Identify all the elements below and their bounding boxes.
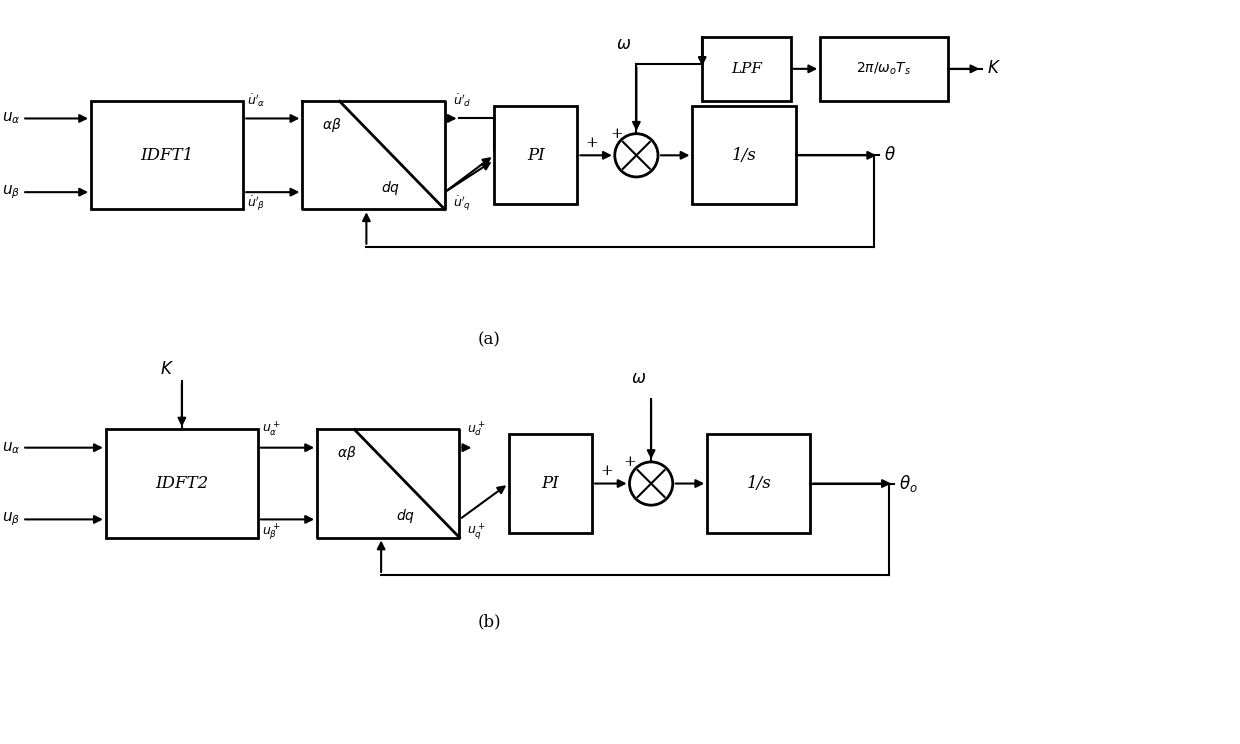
Text: $K$: $K$ <box>987 60 1001 77</box>
Text: $\alpha\beta$: $\alpha\beta$ <box>337 444 356 462</box>
Text: $u^+_d$: $u^+_d$ <box>467 419 486 437</box>
Text: +: + <box>624 455 636 469</box>
Bar <box>508 434 593 533</box>
Text: $\theta$: $\theta$ <box>884 147 895 164</box>
Text: $\dot{u}'_q$: $\dot{u}'_q$ <box>453 194 471 213</box>
Text: PI: PI <box>527 147 544 164</box>
Bar <box>707 434 810 533</box>
Text: IDFT1: IDFT1 <box>140 147 193 164</box>
Text: $dq$: $dq$ <box>396 507 415 525</box>
Text: $\alpha\beta$: $\alpha\beta$ <box>322 116 341 134</box>
Text: $u^+_q$: $u^+_q$ <box>467 522 486 542</box>
Text: $\dot{u}'_\beta$: $\dot{u}'_\beta$ <box>247 194 265 213</box>
Text: +: + <box>585 135 598 150</box>
Bar <box>494 106 578 205</box>
Circle shape <box>630 462 673 505</box>
Circle shape <box>615 134 658 177</box>
Bar <box>702 37 791 100</box>
Text: 1/s: 1/s <box>746 475 771 492</box>
Text: $\dot{u}'_\alpha$: $\dot{u}'_\alpha$ <box>247 92 265 109</box>
Text: $\omega$: $\omega$ <box>631 370 646 387</box>
Text: IDFT2: IDFT2 <box>155 475 208 492</box>
Text: (a): (a) <box>477 331 501 348</box>
Bar <box>820 37 947 100</box>
Text: $u_\beta$: $u_\beta$ <box>2 510 20 528</box>
Text: $u^+_\beta$: $u^+_\beta$ <box>262 522 280 542</box>
Bar <box>105 429 258 538</box>
Text: $u_\alpha$: $u_\alpha$ <box>1 440 20 455</box>
Text: $2\pi/\omega_o T_s$: $2\pi/\omega_o T_s$ <box>857 61 911 77</box>
Text: 1/s: 1/s <box>732 147 756 164</box>
Text: $u_\alpha$: $u_\alpha$ <box>1 111 20 126</box>
Text: (b): (b) <box>477 613 501 630</box>
Text: $dq$: $dq$ <box>381 179 401 196</box>
Text: LPF: LPF <box>730 62 761 76</box>
Text: PI: PI <box>542 475 559 492</box>
Text: $u^+_\alpha$: $u^+_\alpha$ <box>262 419 280 437</box>
Text: $\omega$: $\omega$ <box>616 36 631 53</box>
Text: +: + <box>610 126 624 141</box>
Bar <box>692 106 796 205</box>
Text: $K$: $K$ <box>160 361 174 377</box>
Text: $\dot{u}'_d$: $\dot{u}'_d$ <box>453 92 471 109</box>
Text: $u_\beta$: $u_\beta$ <box>2 183 20 201</box>
Text: $\theta_o$: $\theta_o$ <box>899 473 918 494</box>
Text: +: + <box>600 464 613 478</box>
Bar <box>91 101 243 209</box>
